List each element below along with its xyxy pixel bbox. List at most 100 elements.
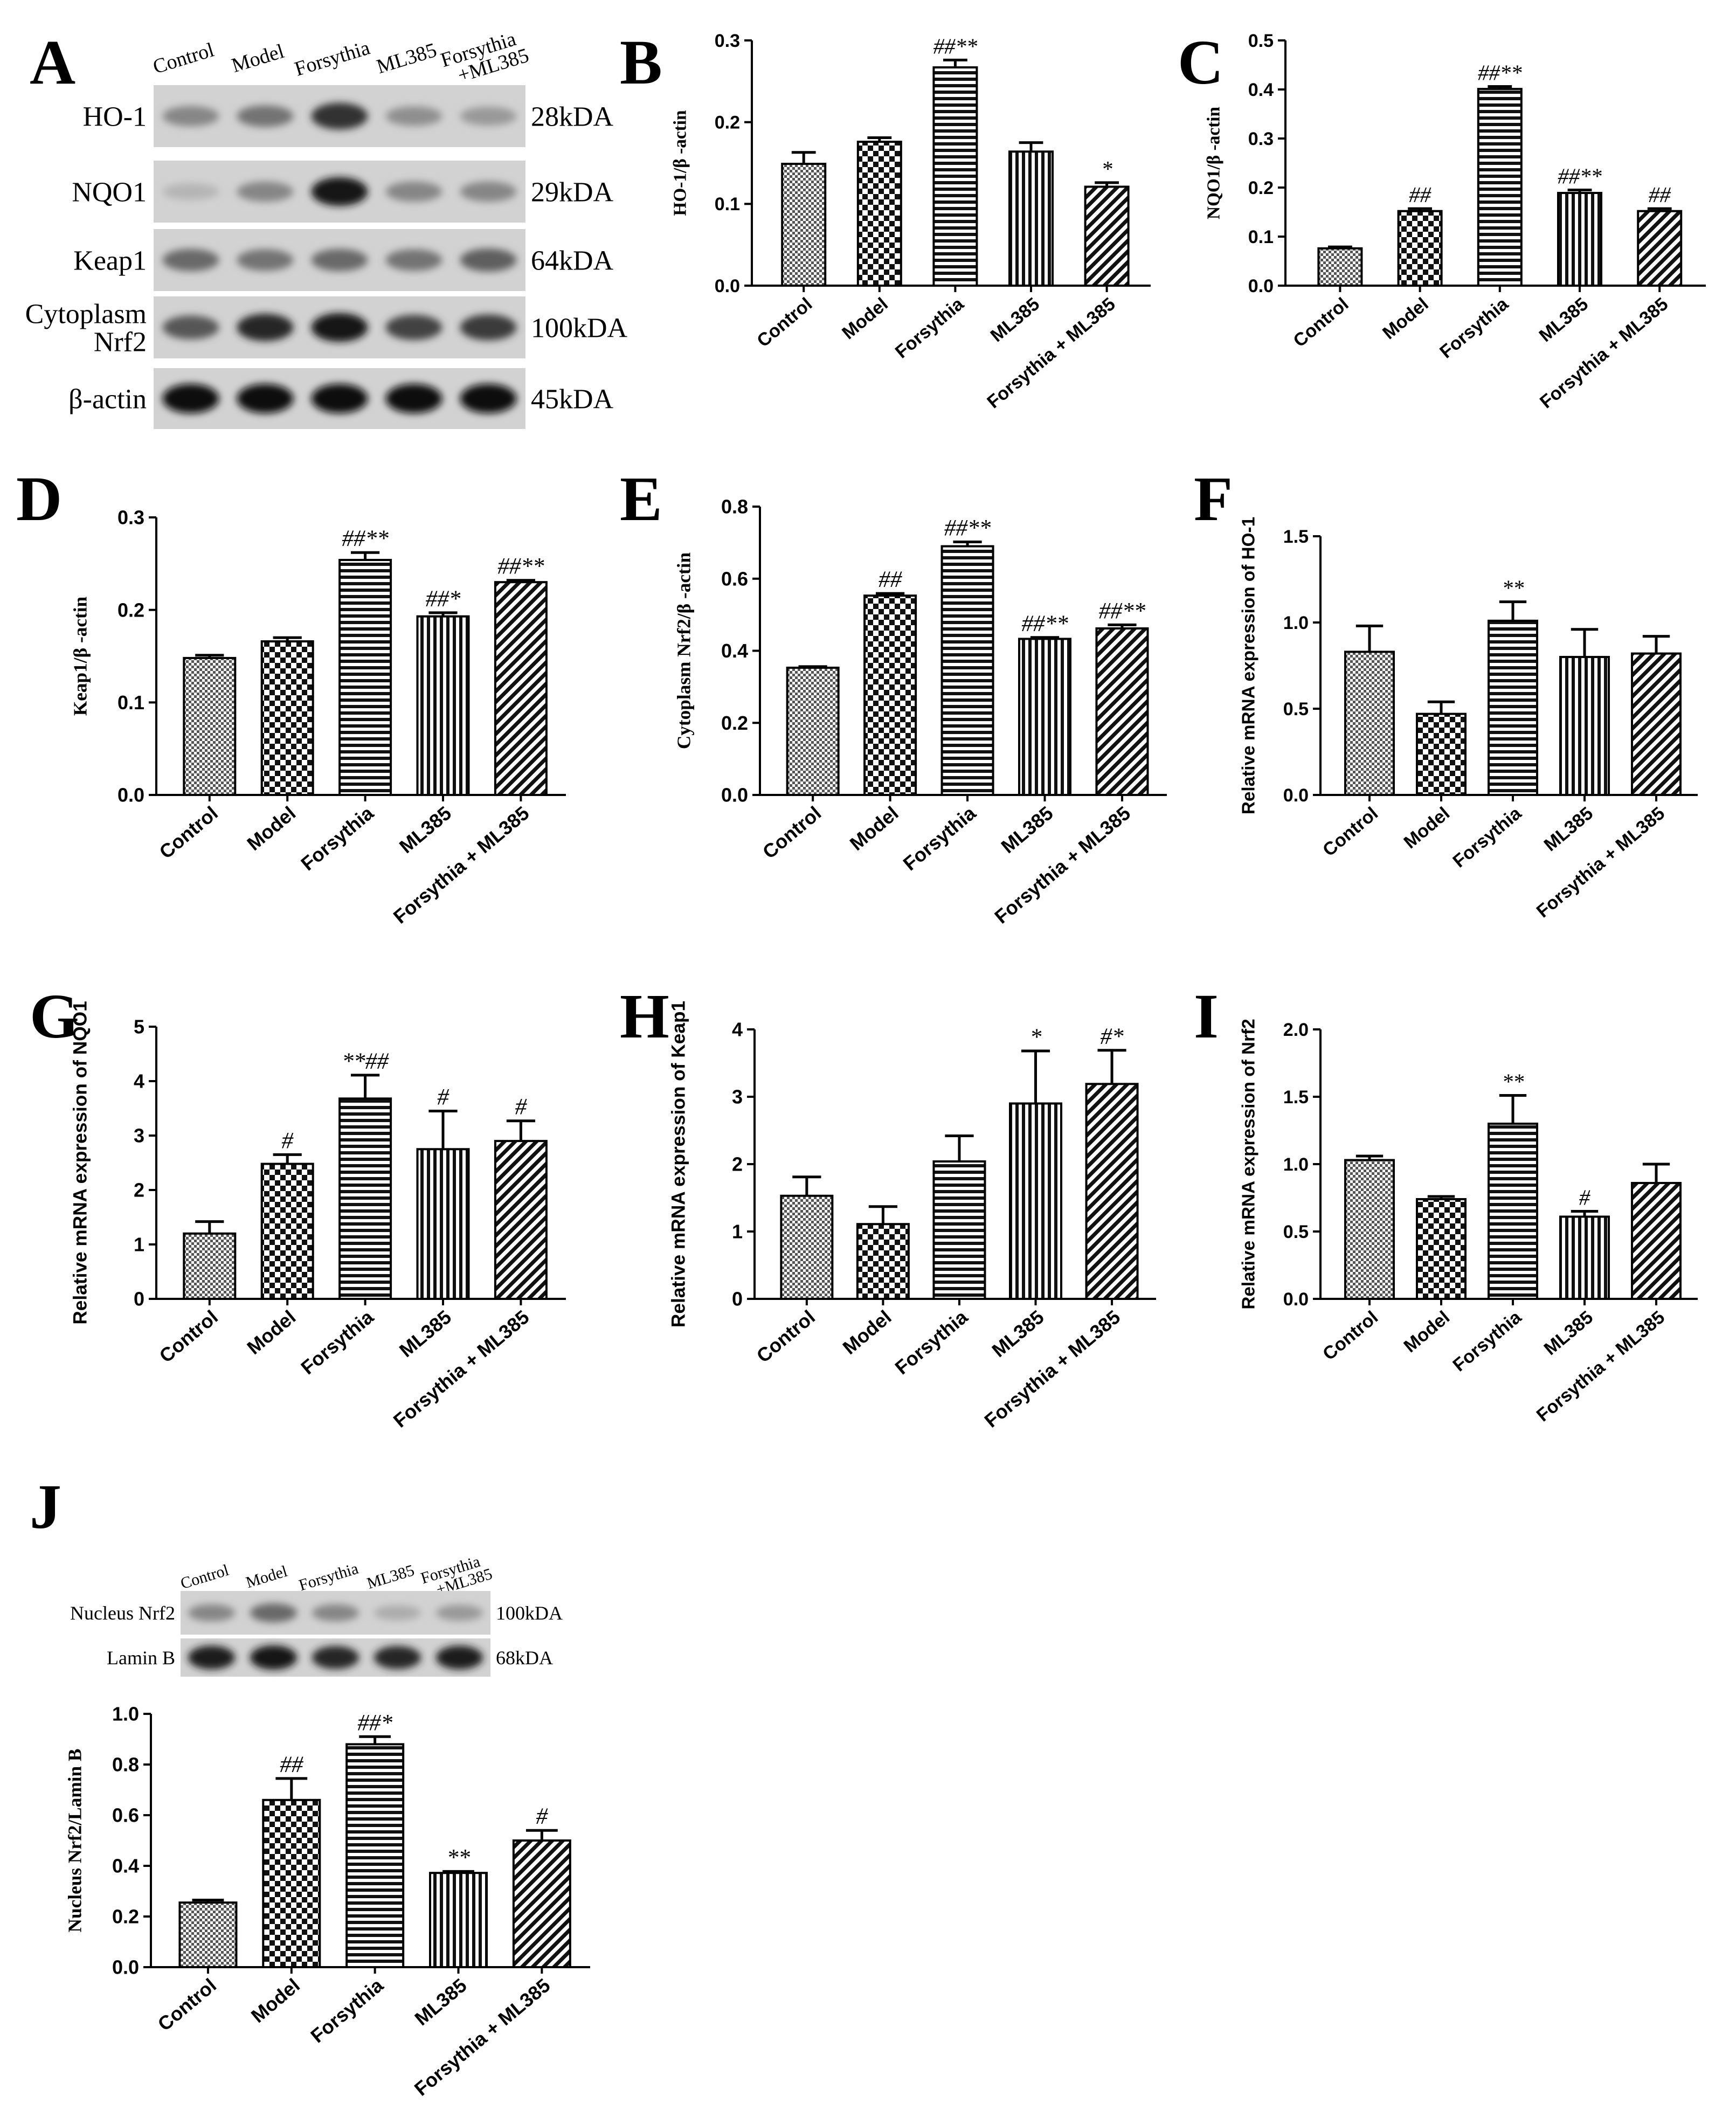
blot-panel-J-blot: Control Model Forsythia ML385 Forsythia+ML38… <box>70 1553 563 1677</box>
blot-band <box>385 106 442 126</box>
y-axis-label: Relative mRNA expression of Keap1 <box>668 1001 689 1327</box>
y-tick-label: 0.3 <box>715 31 740 51</box>
y-axis-label: Nucleus Nrf2/Lamin B <box>64 1749 85 1933</box>
bar <box>856 1223 910 1300</box>
lane-label: Forsythia+ML385 <box>438 25 531 91</box>
panel-label-J: J <box>30 1471 61 1542</box>
bar <box>1557 192 1602 287</box>
bar <box>932 66 978 287</box>
bar <box>1018 638 1071 797</box>
x-tick-label: Control <box>155 1306 222 1367</box>
lane-label: Control <box>150 38 217 78</box>
significance-label: ##** <box>342 526 389 551</box>
significance-label: * <box>1030 1025 1042 1050</box>
x-tick-label: Forsythia <box>296 801 378 875</box>
y-tick-label: 0.0 <box>721 784 748 806</box>
x-tick-label: Forsythia + ML385 <box>1533 803 1669 922</box>
panel-label-B: B <box>620 27 662 98</box>
bar <box>1397 210 1443 287</box>
x-tick-label: Control <box>1319 803 1382 861</box>
panel-label-A: A <box>30 27 75 98</box>
blot-band <box>460 248 517 272</box>
significance-label: ** <box>1502 576 1524 600</box>
y-tick-label: 0.0 <box>715 276 740 296</box>
y-tick-label: 3 <box>732 1086 743 1108</box>
x-tick-label: ML385 <box>987 294 1043 346</box>
bar-chart-C: 0.0 0.1 0.2 0.3 0.4 0.5 NQO1/β -actin Control ##… <box>1204 31 1706 412</box>
x-tick-label: Model <box>1400 803 1454 853</box>
panel-label-D: D <box>16 463 62 534</box>
x-tick-label: ML385 <box>1540 803 1597 855</box>
blot-band <box>374 1646 421 1669</box>
significance-label: ## <box>1649 183 1671 207</box>
significance-label: ##** <box>497 554 544 579</box>
bar-chart-H: 0 1 2 3 4 Relative mRNA expression of Keap1 Co… <box>668 1001 1156 1432</box>
significance-label: #* <box>1100 1024 1124 1049</box>
x-tick-label: Forsythia + ML385 <box>983 294 1119 412</box>
x-tick-label: Control <box>752 1306 819 1367</box>
blot-band <box>385 384 442 413</box>
y-tick-label: 1 <box>134 1234 144 1256</box>
bar <box>1084 185 1130 287</box>
y-tick-label: 0.4 <box>721 640 748 662</box>
bar <box>780 1194 834 1300</box>
panel-label-I: I <box>1194 981 1219 1051</box>
bar <box>1008 150 1054 287</box>
x-tick-label: Model <box>243 1306 300 1359</box>
bar <box>183 656 237 797</box>
bar <box>494 1140 548 1300</box>
blot-band <box>237 181 294 202</box>
blot-band <box>311 102 368 130</box>
significance-label: # <box>1579 1186 1591 1210</box>
x-tick-label: Forsythia <box>306 1974 388 2047</box>
bar <box>1559 1215 1610 1300</box>
bar-chart-I: 0.0 0.5 1.0 1.5 2.0 Relative mRNA expression … <box>1239 1019 1698 1426</box>
x-tick-label: Forsythia <box>296 1305 378 1379</box>
bar <box>416 615 470 797</box>
y-tick-label: 0.1 <box>1248 227 1274 247</box>
y-tick-label: 0.2 <box>721 712 748 734</box>
blot-size-label: 29kDA <box>531 177 614 208</box>
bar <box>1637 210 1683 287</box>
bar <box>940 545 994 796</box>
y-tick-label: 5 <box>134 1016 144 1038</box>
y-tick-label: 3 <box>134 1125 144 1147</box>
bar <box>781 163 827 287</box>
blot-row-label: HO-1 <box>83 102 147 133</box>
panel-label-E: E <box>620 463 662 534</box>
blot-band <box>237 249 294 271</box>
y-axis-label: NQO1/β -actin <box>1204 106 1224 219</box>
y-tick-label: 1.5 <box>1283 1087 1309 1108</box>
x-tick-label: Forsythia <box>1449 1306 1525 1375</box>
y-tick-label: 0.8 <box>112 1754 139 1776</box>
x-tick-label: ML385 <box>1536 294 1592 346</box>
panel-label-C: C <box>1178 27 1223 98</box>
significance-label: ## <box>1409 183 1431 207</box>
lane-label: Model <box>244 1562 289 1592</box>
x-tick-label: ML385 <box>395 1306 455 1361</box>
x-tick-label: Model <box>846 802 903 855</box>
bar-chart-G: 0 1 2 3 4 5 Relative mRNA expression of NQO1 Co… <box>70 1001 566 1432</box>
x-tick-label: Forsythia + ML385 <box>389 802 534 928</box>
y-tick-label: 0.5 <box>1248 31 1274 51</box>
y-tick-label: 1.0 <box>1283 1154 1309 1175</box>
y-tick-label: 4 <box>134 1070 144 1092</box>
bar <box>1344 1159 1395 1300</box>
lane-label: Forsythia <box>292 36 373 80</box>
y-tick-label: 0 <box>134 1288 144 1310</box>
bar <box>1317 247 1363 287</box>
x-tick-label: ML385 <box>395 802 455 857</box>
bar <box>1085 1083 1139 1300</box>
significance-label: # <box>281 1128 294 1153</box>
blot-size-label: 28kDA <box>531 102 614 133</box>
x-tick-label: Forsythia <box>1436 293 1512 362</box>
y-tick-label: 0.2 <box>715 113 740 133</box>
blot-band <box>237 105 294 127</box>
bar <box>1477 88 1523 287</box>
bar-chart-J: 0.0 0.2 0.4 0.6 0.8 1.0 Nucleus Nrf2/Lamin B Co… <box>64 1703 590 2100</box>
y-tick-label: 1.5 <box>1283 527 1309 547</box>
significance-label: ## <box>879 567 903 592</box>
x-tick-label: Model <box>243 802 300 855</box>
bar <box>1631 652 1682 796</box>
blot-row-label: Lamin B <box>107 1647 175 1669</box>
